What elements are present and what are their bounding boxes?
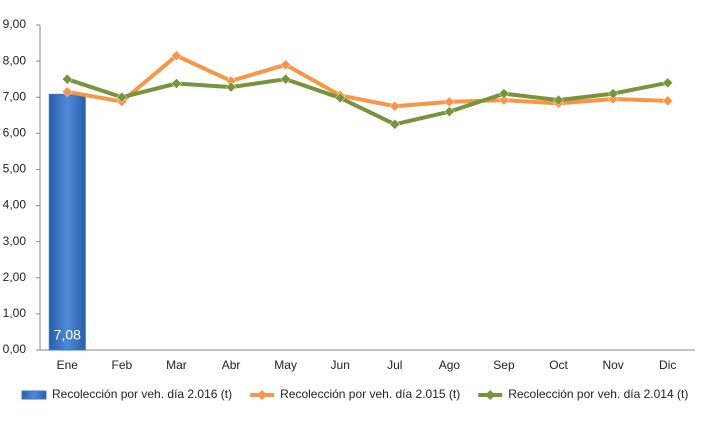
marker xyxy=(171,50,182,62)
x-tick-label: Feb xyxy=(112,358,133,372)
x-tick-label: Dic xyxy=(659,358,676,372)
marker xyxy=(662,77,674,89)
legend-marker xyxy=(257,390,268,400)
marker xyxy=(389,100,401,112)
line xyxy=(66,77,669,127)
x-tick-label: Nov xyxy=(602,358,623,372)
y-tick-label: 9,00 xyxy=(3,17,27,31)
marker xyxy=(498,88,510,99)
x-tick-label: Ago xyxy=(439,358,461,372)
marker xyxy=(553,94,564,106)
y-tick-label: 2,00 xyxy=(3,270,27,284)
y-tick-label: 7,00 xyxy=(3,89,27,103)
marker xyxy=(280,73,291,85)
y-tick-label: 0,00 xyxy=(3,342,27,356)
marker xyxy=(389,118,401,130)
y-tick-label: 8,00 xyxy=(3,53,27,67)
bar xyxy=(48,93,86,351)
marker xyxy=(444,106,455,118)
data-label: 7,08 xyxy=(54,327,81,343)
legend-label: Recolección por veh. día 2.015 (t) xyxy=(280,387,460,401)
x-tick-label: Ene xyxy=(57,358,79,372)
x-tick-label: Oct xyxy=(549,358,568,372)
marker xyxy=(225,81,237,93)
y-tick-label: 4,00 xyxy=(3,198,27,212)
legend-marker xyxy=(485,390,496,400)
x-tick-label: Mar xyxy=(166,358,187,372)
x-tick-label: Jun xyxy=(331,358,350,372)
x-tick-label: Abr xyxy=(222,358,241,372)
legend-swatch xyxy=(21,390,47,400)
line xyxy=(66,53,668,109)
y-tick-label: 5,00 xyxy=(3,162,27,176)
marker xyxy=(61,86,73,98)
marker xyxy=(607,93,619,105)
marker xyxy=(171,78,182,89)
x-tick-label: Jul xyxy=(387,358,402,372)
y-tick-label: 3,00 xyxy=(3,234,27,248)
marker xyxy=(498,94,510,106)
legend-label: Recolección por veh. día 2.014 (t) xyxy=(508,387,688,401)
marker xyxy=(444,96,455,108)
legend-label: Recolección por veh. día 2.016 (t) xyxy=(52,387,232,401)
marker xyxy=(662,95,674,107)
y-tick-label: 1,00 xyxy=(3,306,27,320)
y-tick-label: 6,00 xyxy=(3,126,27,140)
marker xyxy=(61,73,73,85)
marker xyxy=(334,92,346,104)
x-tick-label: Sep xyxy=(493,358,515,372)
x-tick-label: May xyxy=(274,358,297,372)
marker xyxy=(607,88,619,99)
marker xyxy=(280,59,291,71)
marker xyxy=(116,91,128,103)
